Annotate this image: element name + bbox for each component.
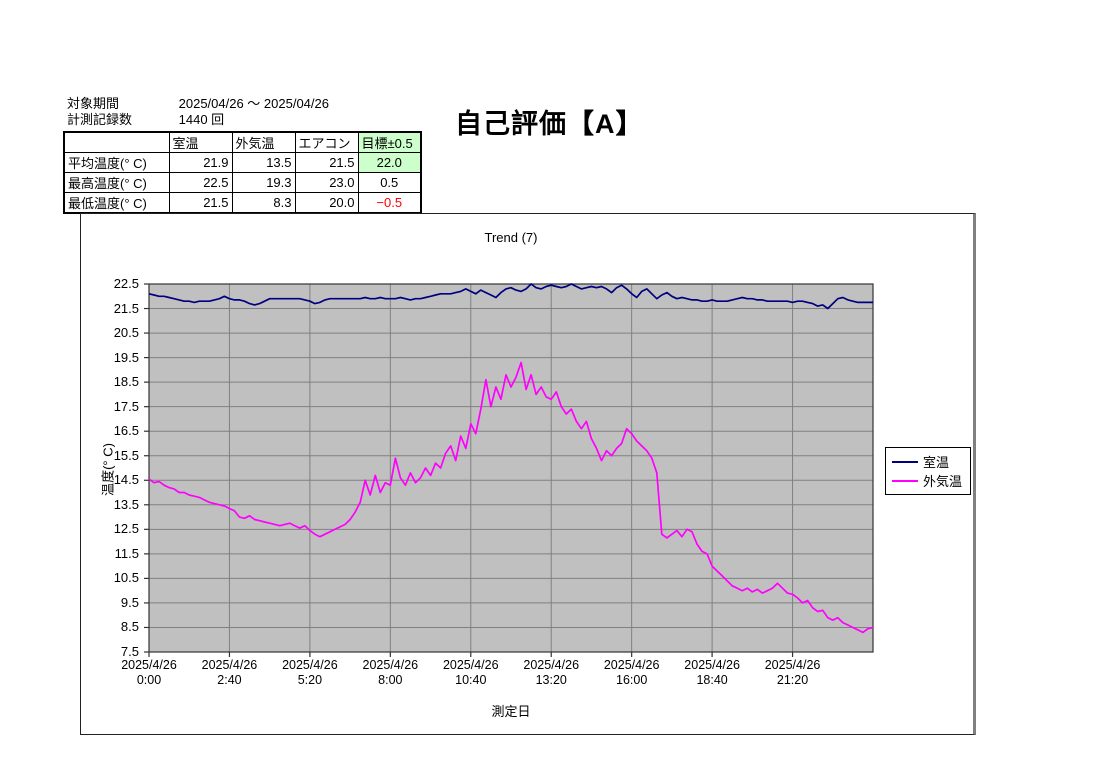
row-label-min: 最低温度(° C) [63, 192, 170, 214]
legend-label: 外気温 [923, 474, 963, 489]
y-tick-label: 19.5 [113, 349, 139, 365]
average-room-temp: 21.9 [168, 152, 233, 173]
period-label: 対象期間 [67, 96, 120, 111]
y-tick-label: 14.5 [113, 472, 139, 488]
target-header: 目標±0.5 [357, 131, 422, 153]
average-aircon-temp: 21.5 [294, 152, 359, 173]
x-tick-label: 2025/4/26 10:40 [442, 658, 499, 687]
record-count-label: 計測記録数 [67, 112, 133, 127]
record-count-value: 1440 回 [178, 112, 225, 127]
min-room-temp: 21.5 [168, 192, 233, 214]
record-count-row: 計測記録数 1440 回 [67, 112, 329, 128]
aircon-header: エアコン [294, 131, 359, 153]
y-tick-label: 11.5 [114, 545, 139, 561]
min-aircon-temp: 20.0 [294, 192, 359, 214]
max-outside-temp: 19.3 [231, 172, 296, 193]
legend-item-room-temp: 室温 [892, 452, 962, 471]
table-row-min: 最低温度(° C) 21.5 8.3 20.0 −0.5 [63, 192, 422, 214]
row-label-average: 平均温度(° C) [63, 152, 170, 173]
x-tick-label: 2025/4/26 16:00 [603, 658, 660, 687]
max-room-temp: 22.5 [168, 172, 233, 193]
y-tick-label: 22.5 [113, 276, 139, 291]
legend-line-swatch [892, 460, 918, 463]
min-outside-temp: 8.3 [231, 192, 296, 214]
chart-legend: 室温 外気温 [885, 447, 972, 495]
y-tick-label: 7.5 [120, 644, 139, 659]
y-axis-title: 温度(° C) [100, 443, 116, 496]
stats-header-row: 室温 外気温 エアコン 目標±0.5 [63, 131, 422, 153]
legend-label: 室温 [923, 455, 950, 470]
y-tick-label: 17.5 [113, 398, 139, 414]
y-tick-label: 20.5 [113, 325, 139, 341]
x-tick-label: 2025/4/26 0:00 [121, 658, 177, 687]
y-tick-label: 15.5 [113, 447, 139, 463]
report-info-block: 対象期間 2025/04/26 ～ 2025/04/26 計測記録数 1440 … [67, 96, 329, 128]
corner-header-cell [63, 131, 170, 153]
target-upper-deviation: 0.5 [357, 172, 422, 193]
y-tick-label: 21.5 [113, 300, 139, 316]
max-aircon-temp: 23.0 [294, 172, 359, 193]
target-value: 22.0 [357, 152, 422, 173]
average-outside-temp: 13.5 [231, 152, 296, 173]
chart-title: Trend (7) [484, 230, 538, 245]
period-row: 対象期間 2025/04/26 ～ 2025/04/26 [67, 96, 329, 112]
period-value: 2025/04/26 ～ 2025/04/26 [178, 96, 329, 111]
stats-table: 室温 外気温 エアコン 目標±0.5 平均温度(° C) 21.9 13.5 2… [63, 131, 422, 214]
table-row-max: 最高温度(° C) 22.5 19.3 23.0 0.5 [63, 172, 422, 193]
x-tick-label: 2025/4/26 8:00 [362, 658, 419, 687]
y-tick-label: 18.5 [113, 374, 139, 390]
room-temp-header: 室温 [168, 131, 233, 153]
x-axis-title: 測定日 [491, 704, 531, 719]
legend-line-swatch [892, 479, 918, 482]
y-tick-label: 12.5 [113, 521, 139, 537]
room-temp-line [148, 283, 873, 310]
y-tick-label: 9.5 [120, 594, 139, 610]
y-tick-label: 13.5 [113, 496, 139, 512]
y-tick-label: 10.5 [113, 570, 139, 586]
x-tick-label: 2025/4/26 18:40 [684, 658, 740, 687]
x-tick-label: 2025/4/26 21:20 [764, 658, 821, 687]
y-tick-label: 8.5 [120, 619, 139, 635]
self-evaluation-title: 自己評価【A】 [455, 109, 644, 139]
y-tick-label: 16.5 [113, 423, 139, 439]
target-lower-deviation: −0.5 [357, 192, 422, 214]
table-row-average: 平均温度(° C) 21.9 13.5 21.5 22.0 [63, 152, 422, 173]
legend-item-outside-temp: 外気温 [892, 471, 962, 490]
x-tick-label: 2025/4/26 2:40 [201, 658, 258, 687]
trend-chart: Trend (7) 22.5 21.5 20.5 19.5 18.5 17.5 16.5 15… [80, 213, 976, 735]
chart-plot-svg [144, 283, 874, 657]
row-label-max: 最高温度(° C) [63, 172, 170, 193]
outside-temp-header: 外気温 [231, 131, 296, 153]
outside-temp-line [148, 361, 874, 634]
x-tick-label: 2025/4/26 13:20 [523, 658, 580, 687]
x-tick-label: 2025/4/26 5:20 [282, 658, 338, 687]
